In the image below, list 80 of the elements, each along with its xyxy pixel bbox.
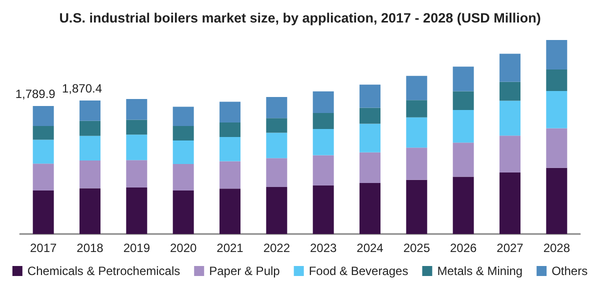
bar: [126, 98, 148, 120]
bar: [266, 158, 288, 188]
annotation: 1,870.4: [62, 82, 102, 96]
bar: [312, 129, 334, 156]
bar: [406, 117, 428, 148]
bar: [80, 188, 100, 234]
bar: [546, 69, 568, 92]
bar: [452, 91, 474, 110]
bar: [172, 106, 194, 126]
bar: [360, 124, 380, 152]
bar: [360, 108, 380, 124]
x-tick-label: 2018: [76, 241, 104, 255]
bar: [172, 140, 194, 164]
bar: [126, 160, 148, 188]
bar: [220, 122, 240, 137]
bar: [266, 187, 288, 234]
legend-label: Others: [552, 264, 588, 278]
bar: [452, 176, 474, 234]
x-tick-label: 2026: [450, 241, 478, 255]
bar: [80, 100, 100, 121]
bar: [312, 91, 334, 113]
bar: [500, 172, 520, 234]
x-tick-label: 2022: [263, 241, 290, 255]
chart-title: U.S. industrial boilers market size, by application, 2017 - 2028 (USD Million): [59, 10, 541, 26]
bar: [500, 136, 520, 172]
legend-label: Metals & Mining: [437, 264, 523, 278]
x-tick-label: 2023: [310, 241, 338, 255]
bar: [80, 160, 100, 188]
bar: [452, 66, 474, 92]
bar: [500, 54, 520, 82]
bar: [406, 76, 428, 100]
x-tick-label: 2028: [543, 241, 570, 255]
bar: [452, 110, 474, 143]
bar: [266, 132, 288, 158]
bar: [312, 186, 334, 234]
bar: [266, 118, 288, 133]
x-tick-label: 2020: [170, 241, 198, 255]
bar: [546, 168, 568, 234]
bar: [172, 126, 194, 140]
bar: [126, 187, 148, 234]
bar: [546, 40, 568, 70]
bar: [32, 140, 54, 164]
x-tick-label: 2025: [403, 241, 430, 255]
bar: [126, 134, 148, 160]
bar: [452, 142, 474, 177]
bar: [172, 164, 194, 191]
bar: [312, 112, 334, 130]
bar: [500, 100, 520, 136]
legend-label: Food & Beverages: [308, 264, 408, 278]
bar: [220, 161, 240, 189]
bar: [220, 188, 240, 234]
x-tick-label: 2017: [30, 241, 58, 255]
bar: [32, 126, 54, 140]
bar: [360, 152, 380, 183]
legend-label: Chemicals & Petrochemicals: [27, 264, 180, 278]
bar: [546, 91, 568, 128]
bar: [220, 137, 240, 162]
bar: [80, 120, 100, 136]
bar: [80, 136, 100, 160]
x-tick-label: 2027: [496, 241, 524, 255]
bar: [32, 106, 54, 126]
bar: [406, 148, 428, 180]
bar: [220, 102, 240, 122]
bar: [406, 100, 428, 118]
bar: [126, 120, 148, 135]
x-tick-label: 2019: [123, 241, 150, 255]
bar: [500, 82, 520, 101]
bar: [172, 190, 194, 234]
bar: [360, 84, 380, 108]
x-tick-label: 2021: [216, 241, 244, 255]
bar: [406, 180, 428, 234]
annotation: 1,789.9: [15, 86, 56, 101]
bar: [32, 190, 54, 234]
bar: [32, 164, 54, 191]
bar: [546, 128, 568, 168]
bar: [266, 97, 288, 118]
legend-label: Paper & Pulp: [209, 264, 280, 278]
x-tick-label: 2024: [356, 241, 384, 255]
bar: [312, 155, 334, 186]
bar: [360, 182, 380, 234]
